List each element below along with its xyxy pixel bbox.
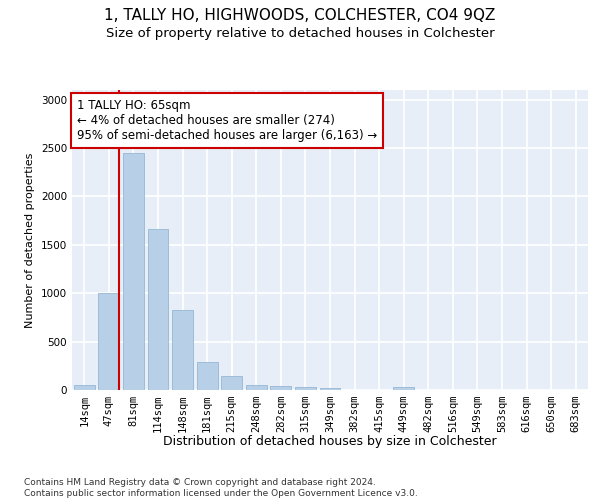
Bar	[246, 384, 267, 390]
Text: Size of property relative to detached houses in Colchester: Size of property relative to detached ho…	[106, 28, 494, 40]
Bar	[74, 385, 95, 390]
Text: Contains HM Land Registry data © Crown copyright and database right 2024.
Contai: Contains HM Land Registry data © Crown c…	[24, 478, 418, 498]
Text: 1, TALLY HO, HIGHWOODS, COLCHESTER, CO4 9QZ: 1, TALLY HO, HIGHWOODS, COLCHESTER, CO4 …	[104, 8, 496, 22]
Bar	[393, 387, 414, 390]
Bar	[295, 387, 316, 390]
Bar	[148, 230, 169, 390]
Bar	[221, 376, 242, 390]
Bar	[123, 153, 144, 390]
Bar	[197, 362, 218, 390]
Bar	[98, 293, 119, 390]
Y-axis label: Number of detached properties: Number of detached properties	[25, 152, 35, 328]
Bar	[271, 386, 292, 390]
Bar	[320, 388, 340, 390]
Text: 1 TALLY HO: 65sqm
← 4% of detached houses are smaller (274)
95% of semi-detached: 1 TALLY HO: 65sqm ← 4% of detached house…	[77, 99, 377, 142]
Text: Distribution of detached houses by size in Colchester: Distribution of detached houses by size …	[163, 435, 497, 448]
Bar	[172, 310, 193, 390]
